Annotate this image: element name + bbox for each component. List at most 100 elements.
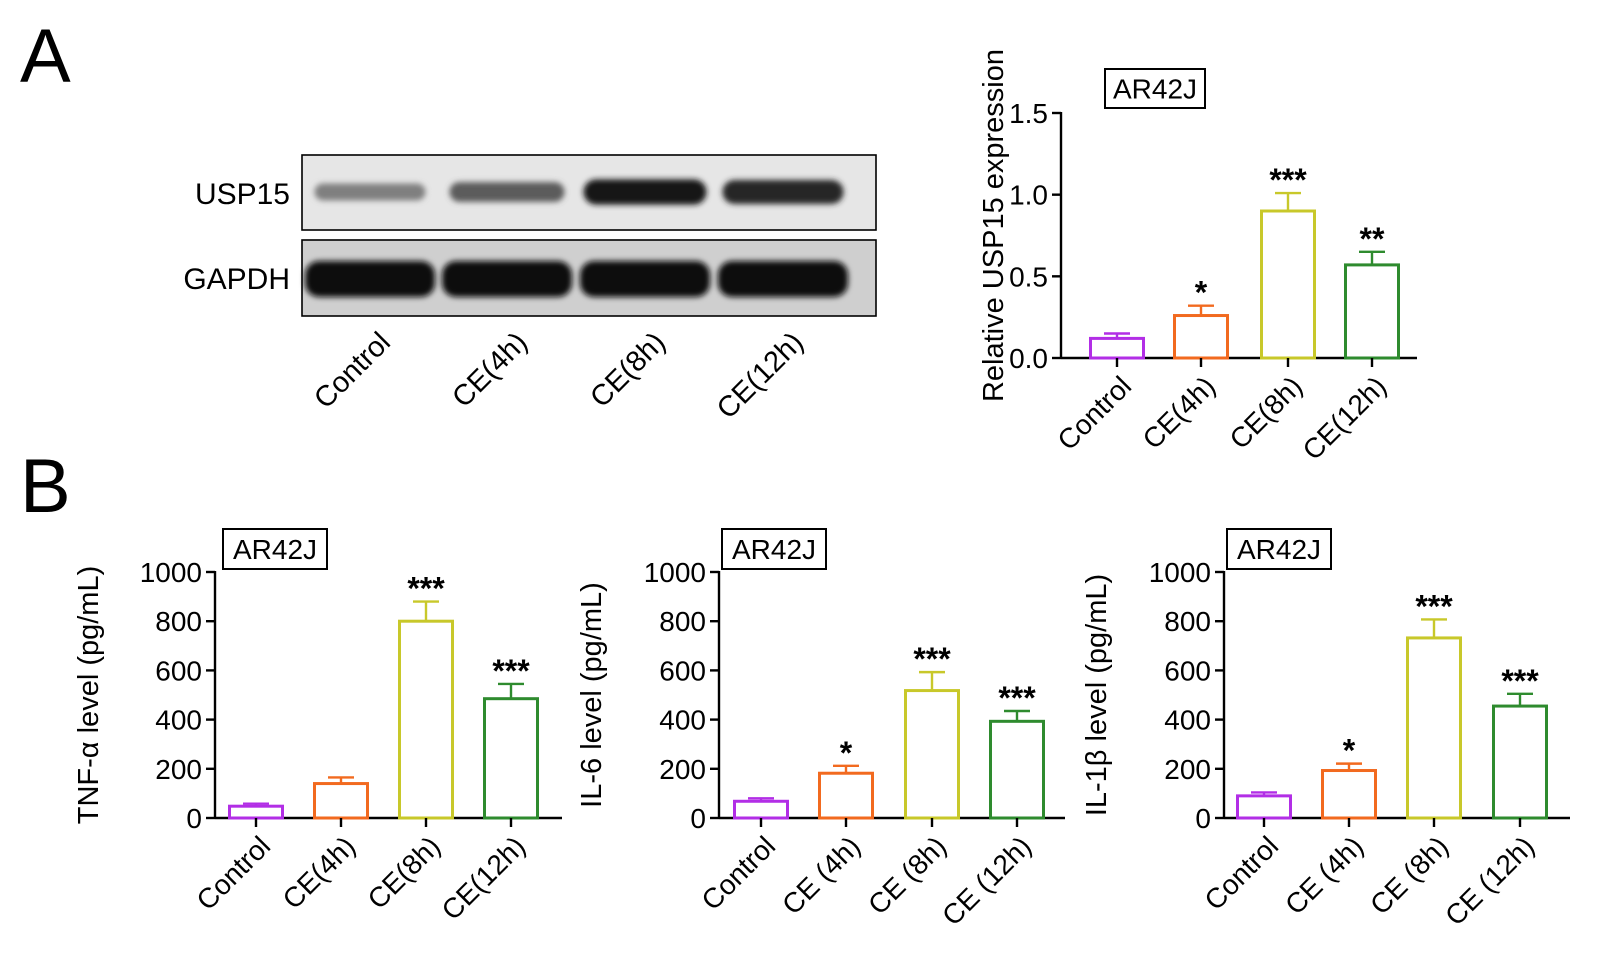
- band-gapdh-lane-1: [305, 261, 435, 297]
- y-tick-label: 200: [659, 754, 706, 785]
- category-label: CE (4h): [776, 830, 866, 920]
- significance-mark: *: [1195, 275, 1208, 311]
- y-axis-label: IL-6 level (pg/mL): [576, 582, 608, 808]
- bar: [1236, 794, 1292, 820]
- significance-mark: ***: [998, 680, 1036, 716]
- bar: [313, 782, 369, 820]
- bar: [1406, 636, 1462, 820]
- y-tick-label: 0: [690, 803, 706, 834]
- y-axis-label: IL-1β level (pg/mL): [1081, 574, 1113, 816]
- y-tick-label: 0: [186, 803, 202, 834]
- bar: [733, 799, 789, 820]
- category-label: Control: [1051, 370, 1137, 456]
- category-label: CE(8h): [362, 830, 447, 915]
- bar: [1344, 263, 1400, 360]
- chart-il-1beta: 0 200 400 600 800 1000 IL-1β level (pg/mL) AR42…: [1081, 528, 1570, 931]
- blot-bands: [305, 179, 848, 297]
- blot-lane-label: CE(4h): [446, 326, 534, 414]
- y-axis-label: Relative USP15 expression: [978, 49, 1010, 402]
- blot-lane-label: CE(12h): [711, 326, 810, 425]
- significance-mark: ***: [1501, 663, 1539, 699]
- bar: [1321, 769, 1377, 820]
- bar: [1089, 336, 1145, 360]
- band-usp15-lane-2: [449, 182, 565, 202]
- category-label: Control: [695, 830, 781, 916]
- y-tick-label: 1.5: [1009, 98, 1048, 129]
- western-blot: USP15 GAPDH Control CE(4h) CE(8h) CE(12h): [183, 154, 877, 425]
- cell-line-box: [222, 528, 328, 570]
- band-usp15-lane-4: [722, 180, 844, 204]
- cell-line-label: AR42J: [732, 534, 816, 565]
- y-tick-label: 0.5: [1009, 261, 1048, 292]
- y-tick-label: 600: [155, 655, 202, 686]
- cell-line-box: [1104, 68, 1206, 109]
- cell-line-label: AR42J: [1113, 74, 1197, 105]
- cell-line-box: [721, 528, 827, 570]
- category-label: CE (12h): [1439, 830, 1540, 931]
- y-tick-label: 800: [1164, 606, 1211, 637]
- y-tick-label: 400: [155, 705, 202, 736]
- bar: [989, 719, 1045, 820]
- blot-lane-label: Control: [308, 326, 397, 415]
- blot-lane-label: CE(8h): [584, 326, 672, 414]
- blot-lane-labels: Control CE(4h) CE(8h) CE(12h): [308, 326, 810, 425]
- panel-label-a: A: [20, 14, 71, 99]
- category-label: CE(12h): [1297, 370, 1393, 466]
- y-tick-label: 1.0: [1009, 180, 1048, 211]
- category-label: CE (12h): [936, 830, 1037, 931]
- bar: [483, 697, 539, 820]
- category-label: CE(12h): [436, 830, 532, 926]
- significance-mark: *: [840, 735, 853, 771]
- significance-mark: ***: [1415, 588, 1453, 624]
- y-tick-label: 0: [1195, 803, 1211, 834]
- bar: [398, 619, 454, 820]
- y-tick-label: 1000: [1149, 557, 1211, 588]
- bar: [228, 804, 284, 820]
- y-tick-label: 400: [659, 705, 706, 736]
- cell-line-box: [1226, 528, 1332, 570]
- protein-label-gapdh: GAPDH: [183, 263, 290, 296]
- significance-mark: ***: [407, 571, 445, 607]
- category-label: CE(4h): [277, 830, 362, 915]
- chart-il-6: 0 200 400 600 800 1000 IL-6 level (pg/mL) AR42J…: [576, 528, 1065, 931]
- chart-tnf-alpha: 0 200 400 600 800 1000 TNF-α level (pg/mL) AR42…: [73, 528, 562, 926]
- band-gapdh-lane-2: [442, 261, 572, 297]
- category-label: Control: [190, 830, 276, 916]
- y-tick-label: 800: [155, 606, 202, 637]
- cell-line-label: AR42J: [233, 534, 317, 565]
- significance-mark: ***: [913, 641, 951, 677]
- cell-line-label: AR42J: [1237, 534, 1321, 565]
- band-gapdh-lane-4: [718, 261, 848, 297]
- band-gapdh-lane-3: [580, 261, 710, 297]
- bar: [1492, 704, 1548, 820]
- y-tick-label: 200: [155, 754, 202, 785]
- band-usp15-lane-3: [583, 179, 707, 205]
- band-usp15-lane-1: [314, 183, 426, 201]
- y-axis-label: TNF-α level (pg/mL): [73, 566, 105, 824]
- y-tick-label: 200: [1164, 754, 1211, 785]
- category-label: CE(4h): [1137, 370, 1222, 455]
- y-tick-label: 400: [1164, 705, 1211, 736]
- bar: [904, 689, 960, 820]
- y-tick-label: 600: [659, 655, 706, 686]
- y-tick-label: 600: [1164, 655, 1211, 686]
- bar: [818, 771, 874, 820]
- significance-mark: **: [1360, 221, 1385, 257]
- category-label: CE(8h): [1224, 370, 1309, 455]
- panel-label-b: B: [20, 444, 71, 529]
- protein-label-usp15: USP15: [195, 178, 290, 211]
- significance-mark: ***: [1269, 162, 1307, 198]
- significance-mark: *: [1343, 733, 1356, 769]
- y-tick-label: 0.0: [1009, 343, 1048, 374]
- y-tick-label: 1000: [140, 557, 202, 588]
- y-tick-label: 1000: [644, 557, 706, 588]
- significance-mark: ***: [492, 653, 530, 689]
- bar: [1173, 314, 1229, 360]
- category-label: CE (4h): [1279, 830, 1369, 920]
- category-label: Control: [1198, 830, 1284, 916]
- bar: [1260, 209, 1316, 360]
- y-tick-label: 800: [659, 606, 706, 637]
